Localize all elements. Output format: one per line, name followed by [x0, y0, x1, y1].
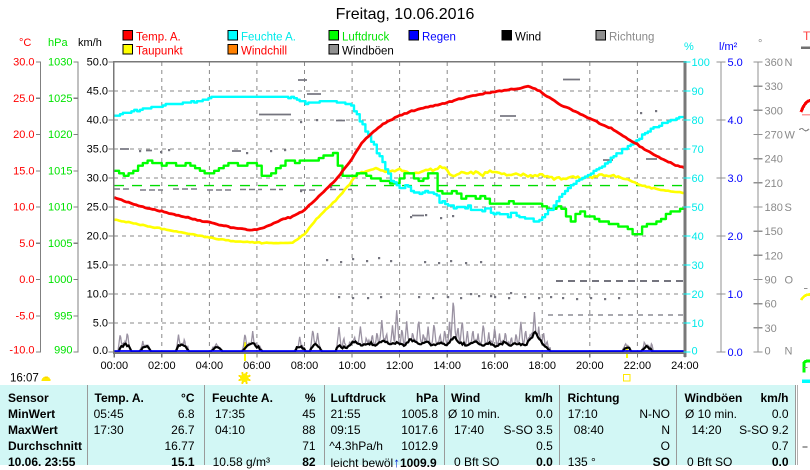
svg-text:1025: 1025 — [48, 93, 72, 105]
svg-text:5.0: 5.0 — [19, 238, 34, 250]
svg-text:50: 50 — [692, 202, 704, 214]
svg-text:Luftdruck: Luftdruck — [342, 32, 390, 44]
svg-text:360: 360 — [765, 57, 783, 69]
svg-text:995: 995 — [54, 310, 72, 322]
svg-text:0.0: 0.0 — [93, 345, 108, 357]
svg-text:30: 30 — [692, 260, 704, 272]
svg-text:2.0: 2.0 — [728, 231, 743, 243]
svg-text:0.0: 0.0 — [19, 274, 34, 286]
svg-text:22:00: 22:00 — [624, 360, 652, 372]
svg-text:Richtung: Richtung — [609, 32, 654, 44]
svg-text:16:07: 16:07 — [10, 373, 39, 385]
svg-text:5.0: 5.0 — [728, 57, 743, 69]
svg-text:Taupunkt: Taupunkt — [136, 46, 183, 58]
svg-text:O: O — [785, 275, 794, 287]
svg-text:15.0: 15.0 — [13, 165, 34, 177]
svg-text:25.0: 25.0 — [13, 93, 34, 105]
svg-text:-10.0: -10.0 — [9, 345, 34, 357]
svg-text:1005: 1005 — [48, 238, 72, 250]
svg-text:04:00: 04:00 — [196, 360, 224, 372]
svg-text:5.0: 5.0 — [93, 318, 108, 330]
svg-text:120: 120 — [765, 250, 783, 262]
svg-text:S: S — [785, 202, 792, 214]
svg-text:km/h: km/h — [78, 37, 102, 49]
svg-text:1010: 1010 — [48, 202, 72, 214]
svg-text:210: 210 — [765, 178, 783, 190]
svg-text:Feuchte A.: Feuchte A. — [241, 32, 296, 44]
svg-text:25.0: 25.0 — [87, 202, 108, 214]
svg-text:1.0: 1.0 — [728, 289, 743, 301]
svg-text:W: W — [785, 130, 796, 142]
svg-text:%: % — [684, 41, 694, 53]
svg-text:18:00: 18:00 — [528, 360, 556, 372]
svg-text:0.0: 0.0 — [728, 347, 743, 359]
svg-text:1020: 1020 — [48, 129, 72, 141]
svg-text:330: 330 — [765, 81, 783, 93]
svg-text:hPa: hPa — [48, 37, 68, 49]
svg-text:1015: 1015 — [48, 165, 72, 177]
svg-text:20.0: 20.0 — [87, 231, 108, 243]
svg-text:300: 300 — [765, 105, 783, 117]
svg-text:90: 90 — [692, 86, 704, 98]
svg-text:24:00: 24:00 — [671, 360, 699, 372]
svg-text:10.0: 10.0 — [87, 289, 108, 301]
svg-text:70: 70 — [692, 144, 704, 156]
svg-text:270: 270 — [765, 130, 783, 142]
svg-text:Temp. A.: Temp. A. — [136, 32, 181, 44]
svg-text:10.0: 10.0 — [13, 202, 34, 214]
svg-text:10: 10 — [692, 318, 704, 330]
svg-text:30.0: 30.0 — [13, 57, 34, 69]
svg-text:45.0: 45.0 — [87, 86, 108, 98]
svg-text:3.0: 3.0 — [728, 173, 743, 185]
svg-text:l/m²: l/m² — [719, 41, 738, 53]
svg-text:T: T — [803, 29, 810, 43]
svg-text:60: 60 — [692, 173, 704, 185]
svg-text:0: 0 — [765, 346, 771, 358]
svg-text:16:00: 16:00 — [481, 360, 509, 372]
svg-text:50.0: 50.0 — [87, 57, 108, 69]
svg-text:30.0: 30.0 — [87, 173, 108, 185]
svg-text:00:00: 00:00 — [101, 360, 129, 372]
svg-text:Windchill: Windchill — [241, 46, 287, 58]
svg-text:14:00: 14:00 — [433, 360, 461, 372]
svg-text:N: N — [785, 346, 793, 358]
svg-text:35.0: 35.0 — [87, 144, 108, 156]
svg-text:Regen: Regen — [422, 32, 456, 44]
svg-text:20: 20 — [692, 289, 704, 301]
svg-text:240: 240 — [765, 154, 783, 166]
svg-text:1030: 1030 — [48, 57, 72, 69]
svg-text:990: 990 — [54, 345, 72, 357]
svg-text:06:00: 06:00 — [243, 360, 271, 372]
svg-text:20.0: 20.0 — [13, 129, 34, 141]
svg-text:°C: °C — [19, 37, 31, 49]
svg-text:°: ° — [758, 38, 762, 50]
svg-text:1000: 1000 — [48, 274, 72, 286]
svg-text:0: 0 — [692, 346, 698, 358]
svg-text:40: 40 — [692, 231, 704, 243]
svg-text:150: 150 — [765, 226, 783, 238]
svg-text:12:00: 12:00 — [386, 360, 414, 372]
svg-text:Wind: Wind — [515, 32, 541, 44]
svg-text:90: 90 — [765, 275, 777, 287]
svg-text:80: 80 — [692, 115, 704, 127]
svg-text:02:00: 02:00 — [148, 360, 176, 372]
svg-text:15.0: 15.0 — [87, 260, 108, 272]
svg-text:10:00: 10:00 — [338, 360, 366, 372]
svg-text:-5.0: -5.0 — [16, 310, 35, 322]
svg-text:Freitag, 10.06.2016: Freitag, 10.06.2016 — [336, 6, 475, 23]
svg-text:100: 100 — [692, 57, 710, 69]
svg-text:N: N — [785, 57, 793, 69]
svg-text:60: 60 — [765, 299, 777, 311]
svg-text:30: 30 — [765, 323, 777, 335]
svg-text:180: 180 — [765, 202, 783, 214]
svg-text:20:00: 20:00 — [576, 360, 604, 372]
svg-text:40.0: 40.0 — [87, 115, 108, 127]
svg-text:Windböen: Windböen — [342, 46, 394, 58]
svg-text:08:00: 08:00 — [291, 360, 319, 372]
svg-text:4.0: 4.0 — [728, 115, 743, 127]
